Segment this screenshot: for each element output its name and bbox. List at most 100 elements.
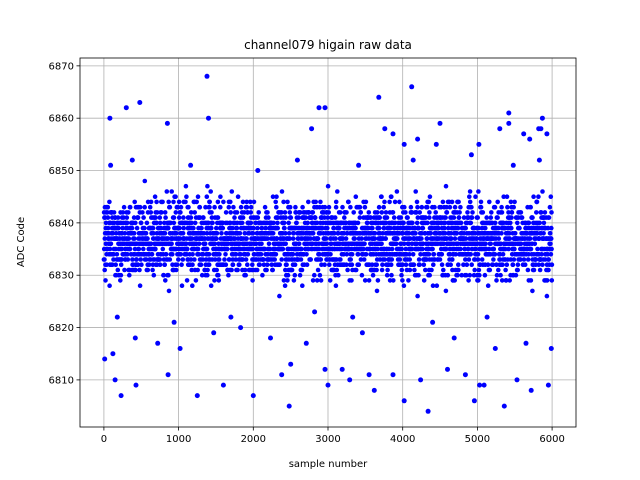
- sample-point: [212, 204, 217, 210]
- sample-point: [234, 225, 240, 231]
- sample-point: [183, 241, 189, 247]
- data-point: [133, 382, 139, 388]
- data-point: [206, 115, 211, 121]
- sample-point: [209, 215, 215, 220]
- sample-point: [215, 215, 221, 220]
- sample-point: [431, 262, 436, 268]
- sample-point: [228, 210, 233, 215]
- sample-point: [475, 215, 481, 220]
- sample-point: [180, 231, 186, 236]
- sample-point: [338, 257, 343, 262]
- sample-point: [243, 257, 249, 262]
- sample-point: [273, 199, 279, 205]
- data-points: [102, 73, 554, 414]
- sample-point: [428, 231, 433, 236]
- sample-point: [154, 220, 159, 226]
- sample-point: [442, 231, 448, 236]
- sample-point: [206, 252, 212, 257]
- x-tick-label: 2000: [241, 434, 266, 445]
- sample-point: [467, 272, 473, 278]
- sample-point: [509, 215, 514, 220]
- chart-title: channel079 higain raw data: [244, 38, 412, 52]
- sample-point: [118, 278, 123, 283]
- sample-point: [111, 252, 116, 257]
- y-tick-label: 6870: [49, 61, 74, 72]
- sample-point: [250, 262, 255, 268]
- sample-point: [518, 210, 524, 215]
- sample-point: [379, 210, 385, 215]
- sample-point: [183, 183, 189, 189]
- sample-point: [122, 267, 127, 273]
- sample-point: [456, 215, 462, 220]
- sample-point: [263, 225, 268, 231]
- sample-point: [195, 267, 200, 273]
- sample-point: [270, 194, 276, 199]
- sample-point: [288, 215, 294, 220]
- sample-point: [184, 278, 190, 283]
- sample-point: [406, 231, 412, 236]
- sample-point: [398, 215, 404, 220]
- sample-point: [132, 246, 138, 252]
- sample-point: [467, 189, 473, 194]
- sample-point: [479, 257, 485, 262]
- sample-point: [487, 267, 493, 273]
- sample-point: [174, 262, 180, 268]
- sample-point: [447, 204, 453, 210]
- sample-point: [415, 215, 421, 220]
- sample-point: [122, 231, 128, 236]
- sample-point: [464, 262, 470, 268]
- sample-point: [255, 215, 261, 220]
- sample-point: [272, 257, 278, 262]
- sample-point: [208, 283, 214, 289]
- data-point: [433, 141, 439, 147]
- sample-point: [148, 241, 154, 247]
- sample-point: [291, 278, 297, 283]
- sample-point: [485, 262, 491, 268]
- sample-point: [226, 272, 231, 278]
- sample-point: [121, 204, 127, 210]
- sample-point: [467, 199, 473, 205]
- sample-point: [452, 204, 458, 210]
- sample-point: [303, 215, 309, 220]
- sample-point: [383, 210, 389, 215]
- sample-point: [382, 199, 387, 205]
- sample-point: [534, 210, 539, 215]
- sample-point: [392, 220, 398, 226]
- sample-point: [157, 220, 163, 226]
- data-point: [102, 356, 108, 362]
- sample-point: [326, 210, 332, 215]
- sample-point: [149, 252, 155, 257]
- sample-point: [142, 178, 148, 184]
- sample-point: [499, 278, 505, 283]
- sample-point: [515, 220, 520, 226]
- sample-point: [411, 262, 417, 268]
- sample-point: [274, 194, 279, 199]
- sample-point: [282, 210, 288, 215]
- sample-point: [352, 236, 358, 241]
- sample-point: [549, 210, 554, 215]
- sample-point: [406, 241, 412, 247]
- data-point: [279, 372, 285, 378]
- sample-point: [208, 189, 213, 194]
- sample-point: [137, 283, 143, 289]
- sample-point: [549, 278, 555, 283]
- sample-point: [537, 220, 542, 226]
- sample-point: [322, 204, 328, 210]
- sample-point: [240, 215, 246, 220]
- sample-point: [336, 272, 341, 278]
- sample-point: [114, 252, 120, 257]
- sample-point: [412, 267, 417, 273]
- sample-point: [188, 210, 194, 215]
- sample-point: [496, 236, 502, 241]
- sample-point: [170, 252, 175, 257]
- sample-point: [186, 204, 191, 210]
- sample-point: [482, 272, 488, 278]
- sample-point: [171, 215, 177, 220]
- sample-point: [102, 257, 107, 262]
- sample-point: [154, 210, 160, 215]
- sample-point: [487, 199, 492, 205]
- data-point: [211, 330, 217, 336]
- sample-point: [102, 267, 107, 273]
- sample-point: [415, 293, 420, 299]
- sample-point: [379, 194, 384, 199]
